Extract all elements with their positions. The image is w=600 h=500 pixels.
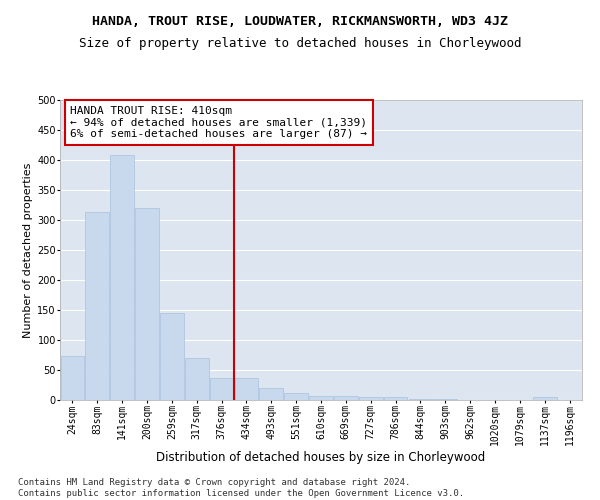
Bar: [384, 397, 407, 400]
Bar: [284, 393, 308, 400]
Bar: [533, 397, 557, 400]
Bar: [309, 396, 333, 400]
Bar: [235, 378, 258, 400]
Bar: [135, 208, 159, 400]
Bar: [160, 313, 184, 400]
Text: HANDA, TROUT RISE, LOUDWATER, RICKMANSWORTH, WD3 4JZ: HANDA, TROUT RISE, LOUDWATER, RICKMANSWO…: [92, 15, 508, 28]
Text: Size of property relative to detached houses in Chorleywood: Size of property relative to detached ho…: [79, 38, 521, 51]
Bar: [433, 399, 457, 400]
Bar: [334, 396, 358, 400]
Bar: [185, 358, 209, 400]
Text: Contains HM Land Registry data © Crown copyright and database right 2024.
Contai: Contains HM Land Registry data © Crown c…: [18, 478, 464, 498]
Bar: [210, 378, 233, 400]
Bar: [359, 397, 383, 400]
Bar: [85, 212, 109, 400]
Bar: [409, 399, 432, 400]
Text: HANDA TROUT RISE: 410sqm
← 94% of detached houses are smaller (1,339)
6% of semi: HANDA TROUT RISE: 410sqm ← 94% of detach…: [70, 106, 367, 139]
Y-axis label: Number of detached properties: Number of detached properties: [23, 162, 33, 338]
X-axis label: Distribution of detached houses by size in Chorleywood: Distribution of detached houses by size …: [157, 451, 485, 464]
Bar: [110, 155, 134, 400]
Bar: [259, 388, 283, 400]
Bar: [61, 356, 84, 400]
